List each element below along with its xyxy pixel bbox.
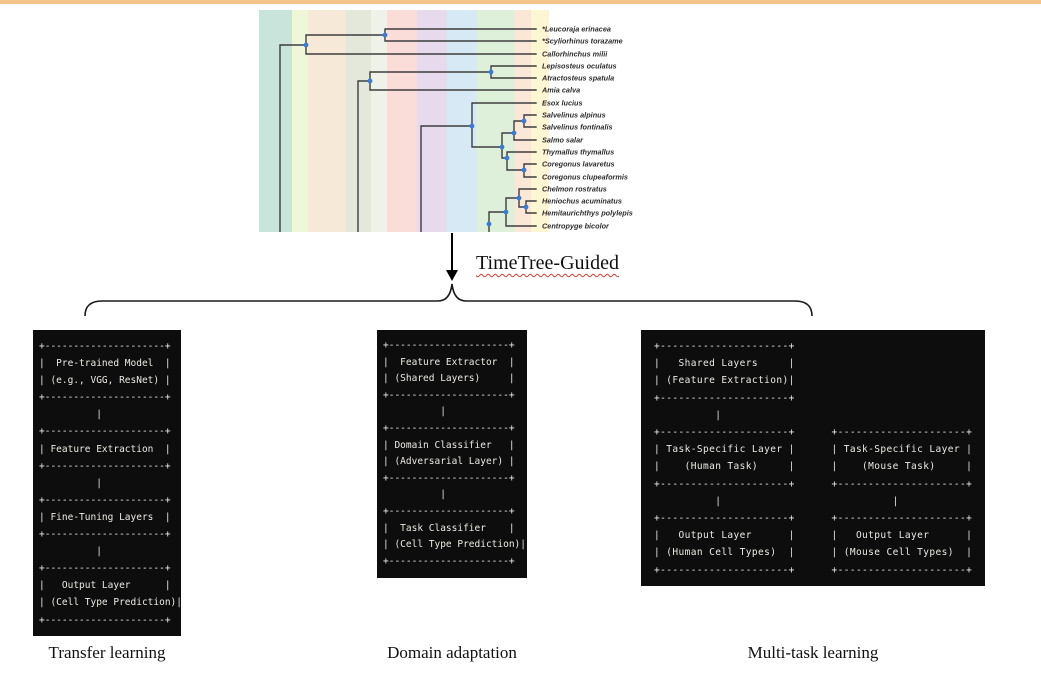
species-label: Salvelinus fontinalis bbox=[542, 123, 613, 132]
caption-domain-adaptation: Domain adaptation bbox=[387, 643, 517, 662]
node-dot bbox=[523, 204, 529, 210]
node-dot bbox=[488, 69, 494, 75]
node-dot bbox=[499, 144, 505, 150]
caption-multi-task-learning: Multi-task learning bbox=[747, 643, 879, 662]
node-dot bbox=[303, 42, 309, 48]
panel-transfer-learning: +---------------------+ | Pre-trained Mo… bbox=[33, 330, 182, 636]
down-arrow-icon bbox=[446, 233, 458, 281]
species-label: Esox lucius bbox=[542, 99, 583, 108]
tree-svg: *Leucoraja erinacea *Scyliorhinus toraza… bbox=[259, 10, 633, 232]
panel-multi-task-learning: +---------------------+ | Shared Layers … bbox=[641, 330, 985, 586]
species-label: Coregonus lavaretus bbox=[542, 160, 615, 169]
node-dot bbox=[504, 155, 510, 161]
species-label: Amia calva bbox=[541, 86, 580, 95]
node-dot bbox=[486, 221, 492, 227]
flow-connectors bbox=[84, 233, 813, 317]
clade-band bbox=[371, 10, 387, 232]
domain-adaptation-ascii: +---------------------+ | Feature Extrac… bbox=[383, 340, 526, 567]
species-label: Heniochus acuminatus bbox=[542, 197, 622, 206]
clade-band bbox=[417, 10, 447, 232]
clade-band bbox=[292, 10, 308, 232]
node-dot bbox=[511, 130, 517, 136]
timetree-guided-label: TimeTree-Guided bbox=[476, 252, 619, 274]
multi-task-learning-ascii: +---------------------+ | Shared Layers … bbox=[654, 341, 973, 576]
clade-band bbox=[477, 10, 515, 232]
species-label: Chelmon rostratus bbox=[542, 185, 607, 194]
top-accent-border bbox=[0, 0, 1041, 4]
clade-band bbox=[308, 10, 346, 232]
species-label: Centropyge bicolor bbox=[542, 222, 610, 231]
clade-band bbox=[259, 10, 292, 232]
species-label: Salvelinus alpinus bbox=[542, 111, 606, 120]
node-dot bbox=[503, 209, 509, 215]
species-label: Lepisosteus oculatus bbox=[542, 62, 617, 71]
species-label: *Leucoraja erinacea bbox=[542, 25, 611, 34]
transfer-learning-ascii: +---------------------+ | Pre-trained Mo… bbox=[39, 341, 182, 626]
species-label: Salmo salar bbox=[542, 136, 584, 145]
node-dot bbox=[521, 167, 527, 173]
species-label: Thymallus thymallus bbox=[542, 148, 614, 157]
species-label: Coregonus clupeaformis bbox=[542, 173, 628, 182]
tree-node-dots bbox=[303, 32, 529, 227]
curly-brace bbox=[84, 283, 813, 317]
node-dot bbox=[516, 195, 522, 201]
species-label: *Scyliorhinus torazame bbox=[542, 37, 623, 46]
node-dot bbox=[367, 78, 373, 84]
clade-band bbox=[387, 10, 417, 232]
species-label: Atractosteus spatula bbox=[541, 74, 614, 83]
node-dot bbox=[469, 123, 475, 129]
node-dot bbox=[382, 32, 388, 38]
node-dot bbox=[521, 118, 527, 124]
caption-transfer-learning: Transfer learning bbox=[48, 643, 166, 662]
species-label: Callorhinchus milii bbox=[542, 50, 608, 59]
phylogenetic-tree-figure: *Leucoraja erinacea *Scyliorhinus toraza… bbox=[259, 10, 656, 232]
species-labels: *Leucoraja erinacea *Scyliorhinus toraza… bbox=[541, 25, 633, 231]
species-label: Hemitaurichthys polylepis bbox=[542, 209, 633, 218]
panel-domain-adaptation: +---------------------+ | Feature Extrac… bbox=[377, 330, 527, 578]
